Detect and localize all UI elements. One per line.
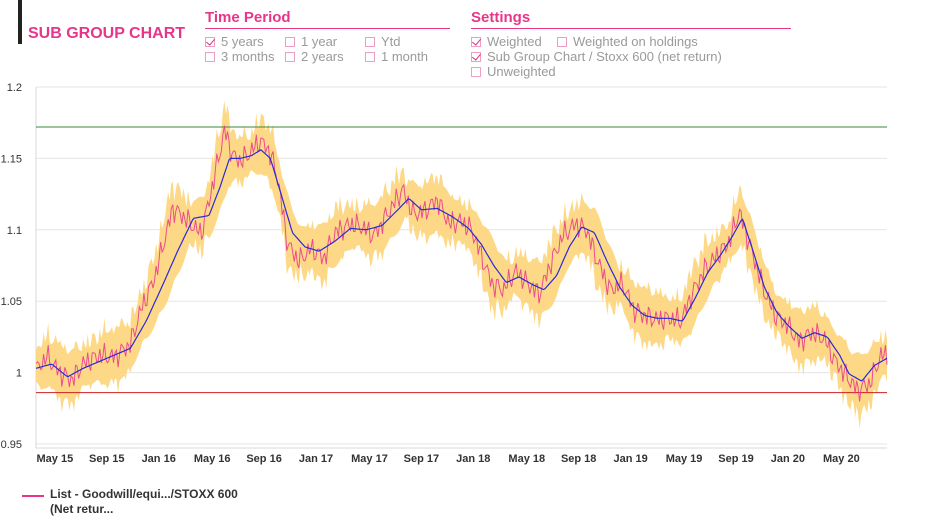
time-period-3-months[interactable]: 3 months (205, 49, 274, 64)
label-1-month: 1 month (381, 49, 428, 64)
checkbox-3-months[interactable] (205, 51, 215, 62)
time-period-divider (205, 28, 450, 29)
settings-divider (471, 28, 791, 29)
x-tick-label: Jan 20 (771, 453, 805, 465)
checkbox-2-years[interactable] (285, 51, 295, 62)
settings-unweighted[interactable]: Unweighted (471, 64, 556, 79)
volatility-band (36, 100, 887, 429)
checkbox-unweighted[interactable] (471, 66, 481, 77)
label-weighted: Weighted (487, 34, 542, 49)
x-tick-label: Sep 16 (246, 453, 281, 465)
x-tick-label: May 15 (37, 453, 74, 465)
page-title: SUB GROUP CHART (28, 25, 186, 42)
x-tick-label: May 19 (666, 453, 703, 465)
checkbox-5-years[interactable] (205, 36, 215, 47)
checkbox-1-year[interactable] (285, 36, 295, 47)
moving-average-line (35, 149, 888, 382)
settings-title: Settings (471, 9, 531, 26)
settings-sub-group-vs-stoxx[interactable]: Sub Group Chart / Stoxx 600 (net return) (471, 49, 722, 64)
time-period-1-month[interactable]: 1 month (365, 49, 428, 64)
y-tick-label: 1.1 (7, 225, 22, 237)
y-tick-label: 1.05 (1, 296, 22, 308)
x-tick-label: Jan 19 (613, 453, 647, 465)
x-tick-label: May 17 (351, 453, 388, 465)
checkbox-ytd[interactable] (365, 36, 375, 47)
label-2-years: 2 years (301, 49, 344, 64)
label-ytd: Ytd (381, 34, 401, 49)
x-tick-label: Jan 18 (456, 453, 490, 465)
time-period-title: Time Period (205, 9, 291, 26)
legend-swatch (22, 495, 44, 497)
y-tick-label: 1 (16, 368, 22, 380)
label-5-years: 5 years (221, 34, 264, 49)
label-1-year: 1 year (301, 34, 338, 49)
x-tick-label: May 16 (194, 453, 231, 465)
x-tick-label: May 20 (823, 453, 860, 465)
checkbox-weighted-on-holdings[interactable] (557, 36, 567, 47)
x-tick-label: Sep 18 (561, 453, 596, 465)
checkbox-1-month[interactable] (365, 51, 375, 62)
time-period-2-years[interactable]: 2 years (285, 49, 344, 64)
sub-group-chart: 0.95 1 1.05 1.1 1.15 1.2 May 15 Sep 15 Jan 16 May… (1, 82, 888, 465)
x-tick-label: Jan 16 (142, 453, 176, 465)
time-period-ytd[interactable]: Ytd (365, 34, 401, 49)
checkbox-sub-group-vs-stoxx[interactable] (471, 51, 481, 62)
checkbox-weighted[interactable] (471, 36, 481, 47)
settings-weighted[interactable]: Weighted (471, 34, 542, 49)
y-tick-label: 0.95 (1, 439, 22, 451)
time-period-5-years[interactable]: 5 years (205, 34, 264, 49)
label-unweighted: Unweighted (487, 64, 556, 79)
time-period-1-year[interactable]: 1 year (285, 34, 337, 49)
left-accent-bar (18, 0, 22, 44)
y-tick-label: 1.2 (7, 82, 22, 94)
legend-label: List - Goodwill/equi.../STOXX 600 (Net r… (50, 487, 238, 516)
x-tick-label: Sep 17 (404, 453, 439, 465)
y-tick-label: 1.15 (1, 153, 22, 165)
chart-legend[interactable]: List - Goodwill/equi.../STOXX 600 (Net r… (22, 487, 250, 517)
label-3-months: 3 months (221, 49, 275, 64)
x-tick-label: Sep 19 (718, 453, 753, 465)
label-weighted-on-holdings: Weighted on holdings (573, 34, 698, 49)
x-tick-label: Jan 17 (299, 453, 333, 465)
settings-weighted-on-holdings[interactable]: Weighted on holdings (557, 34, 698, 49)
x-tick-label: May 18 (508, 453, 545, 465)
label-sub-group-vs-stoxx: Sub Group Chart / Stoxx 600 (net return) (487, 49, 722, 64)
x-tick-label: Sep 15 (89, 453, 124, 465)
